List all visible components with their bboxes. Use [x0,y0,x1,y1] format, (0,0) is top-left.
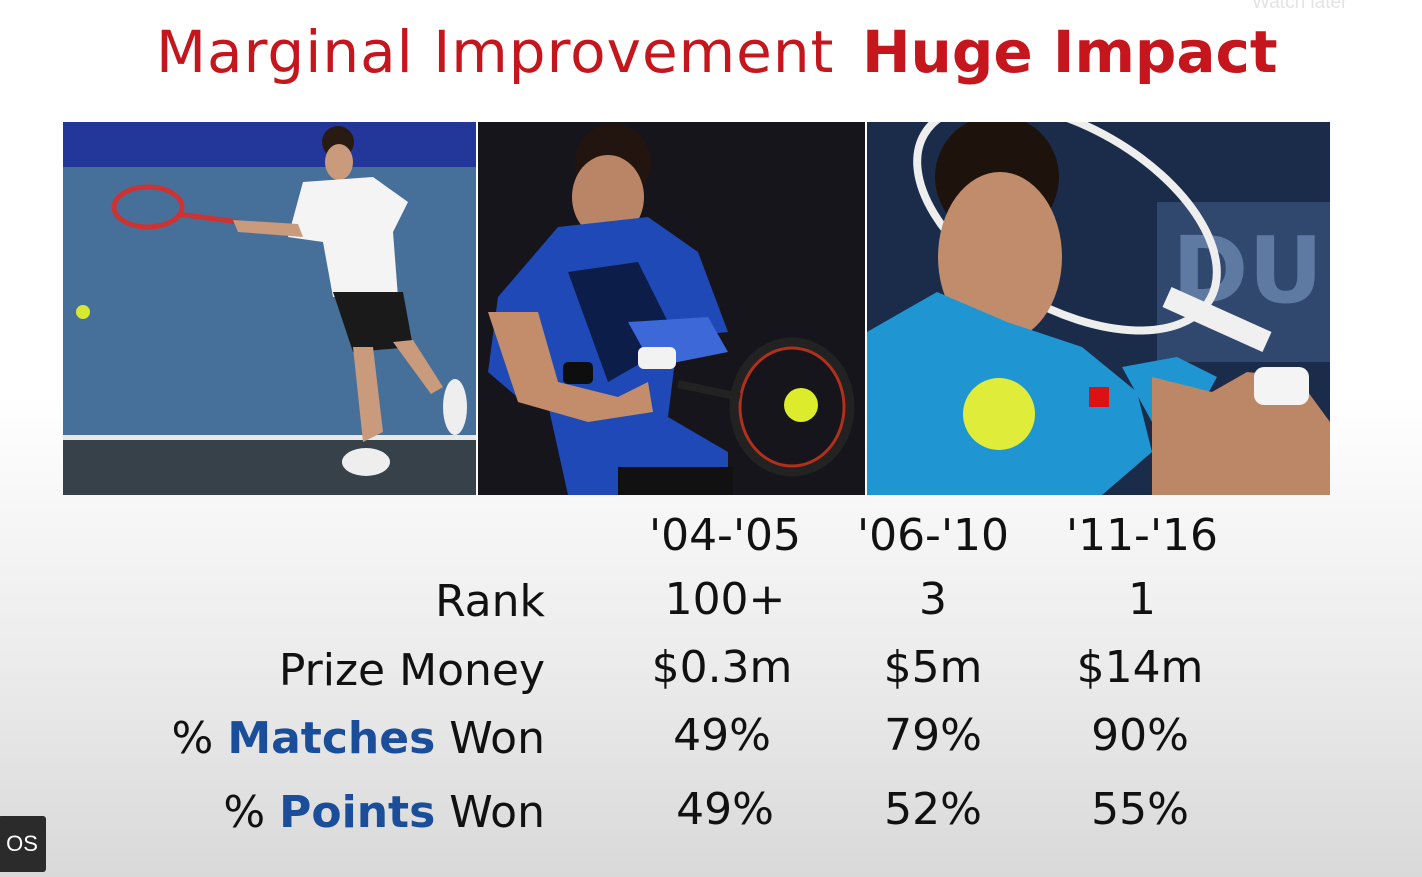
matches-won-value: 49% [673,710,771,761]
rank-value: 1 [1128,574,1156,625]
player-photo-2006 [478,122,865,495]
slide-title-right: Huge Impact [862,18,1278,86]
prize-money-value: $14m [1076,642,1204,693]
rank-value: 100+ [664,574,786,625]
prize-money-value: $0.3m [651,642,793,693]
row-label-points-won: % Points Won [223,787,545,838]
row-label-rank: Rank [435,576,545,627]
row-label-prize-money: Prize Money [278,645,545,696]
watch-later-label[interactable]: Watch later [1252,0,1348,13]
label-highlight: Matches [227,713,436,764]
player-photo-2004 [63,122,476,495]
label-suffix: Won [435,787,545,838]
prize-money-value: $5m [883,642,983,693]
matches-won-value: 90% [1091,710,1189,761]
column-header: '11-'16 [1065,510,1219,561]
label-prefix: % [171,713,228,764]
points-won-value: 55% [1091,784,1189,835]
matches-won-value: 79% [884,710,982,761]
label-suffix: Won [435,713,545,764]
points-won-value: 49% [676,784,774,835]
points-won-value: 52% [884,784,982,835]
os-chip[interactable]: OS [0,816,46,872]
column-header: '04-'05 [648,510,802,561]
row-label-matches-won: % Matches Won [172,713,545,764]
column-header: '06-'10 [856,510,1010,561]
slide-title-left: Marginal Improvement [156,18,835,86]
label-highlight: Points [279,787,436,838]
rank-value: 3 [919,574,947,625]
player-photo-2011: DUB [867,122,1330,495]
label-prefix: % [223,787,280,838]
